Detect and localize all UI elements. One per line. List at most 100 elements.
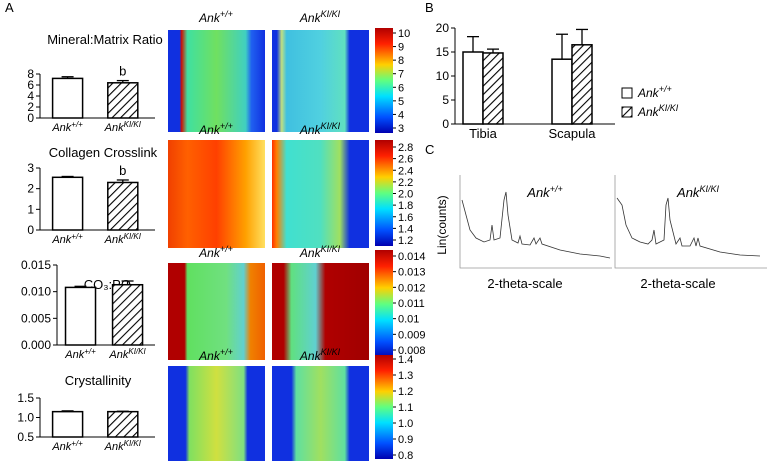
- colorbar-tick-label: 0.9: [398, 434, 413, 446]
- colorbar-tick-label: 5: [398, 96, 404, 108]
- bar: [571, 44, 593, 125]
- y-axis-label: Lin(counts): [435, 195, 449, 254]
- xrd-title: AnkKI/KI: [676, 184, 719, 200]
- y-tick-label: 2: [27, 100, 34, 114]
- map-image: [168, 30, 265, 132]
- legend-label: AnkKI/KI: [637, 103, 679, 119]
- map-image: [272, 263, 369, 360]
- bar: [107, 410, 139, 438]
- column-label: Ank+/+: [198, 347, 233, 363]
- colorbar-tick-label: 2.4: [398, 165, 413, 177]
- y-tick-label: 3: [27, 161, 34, 175]
- column-label-base: Ank: [198, 123, 221, 137]
- x-tick-label-sup: KI/KI: [124, 232, 142, 241]
- column-label: AnkKI/KI: [299, 9, 341, 25]
- map-image: [272, 140, 369, 248]
- legend-swatch: [621, 106, 633, 118]
- annotation: b: [119, 163, 126, 178]
- x-axis-label: 2-theta-scale: [487, 276, 562, 291]
- y-tick-label: 0.010: [21, 285, 51, 299]
- colorbar-tick-label: 2.2: [398, 177, 413, 189]
- bar: [551, 58, 573, 125]
- map-images: [168, 30, 369, 461]
- y-tick-label: 4: [27, 89, 34, 103]
- colorbar-tick-label: 0.008: [398, 345, 426, 357]
- legend-label: Ank+/+: [637, 84, 672, 100]
- column-label: AnkKI/KI: [299, 347, 341, 363]
- colorbar: [375, 250, 393, 358]
- map-image: [168, 366, 265, 461]
- x-tick-label-base: Ank: [51, 234, 71, 246]
- column-label-base: Ank: [198, 246, 221, 260]
- colorbar-tick-label: 1.1: [398, 402, 413, 414]
- colorbar-tick-label: 10: [398, 28, 410, 40]
- legend-label-sup: +/+: [659, 84, 672, 94]
- panel-label: B: [425, 0, 434, 15]
- colorbar: [375, 140, 393, 246]
- bar: [462, 51, 484, 125]
- x-tick-label: AnkKI/KI: [104, 439, 142, 454]
- column-label-sup: KI/KI: [321, 121, 341, 131]
- xrd-title-base: Ank: [526, 185, 551, 200]
- column-label-base: Ank: [299, 349, 322, 363]
- annotation: b: [119, 64, 126, 79]
- y-tick-label: 10: [436, 69, 450, 83]
- y-tick-label: 1.5: [17, 391, 34, 405]
- x-tick-label-base: Ank: [104, 234, 124, 246]
- x-tick-label: Ank+/+: [51, 232, 83, 247]
- column-label: AnkKI/KI: [299, 121, 341, 137]
- xrd-axis: [614, 175, 767, 269]
- bar: [482, 52, 504, 125]
- colorbar-tick-label: 1.4: [398, 223, 413, 235]
- y-tick-label: 2: [27, 182, 34, 196]
- y-tick-label: 0.015: [21, 258, 51, 272]
- map-image: [168, 140, 265, 248]
- colorbar-tick-label: 0.012: [398, 282, 426, 294]
- colorbar-tick-label: 0.009: [398, 329, 426, 341]
- y-tick-label: 20: [436, 21, 450, 35]
- y-tick-label: 1.0: [17, 411, 34, 425]
- x-tick-label-base: Ank: [64, 349, 84, 361]
- y-tick-label: 0: [27, 111, 34, 125]
- legend-label-base: Ank: [637, 86, 660, 100]
- column-label: Ank+/+: [198, 121, 233, 137]
- colorbar-tick-label: 2.6: [398, 154, 413, 166]
- x-tick-label-sup: +/+: [84, 347, 96, 356]
- x-tick-label-sup: KI/KI: [128, 347, 146, 356]
- x-tick-label-base: Ank: [51, 441, 71, 453]
- y-tick-label: 8: [27, 67, 34, 81]
- x-tick-label-base: Ank: [104, 122, 124, 134]
- y-tick-label: 15: [436, 45, 450, 59]
- map-image: [272, 30, 369, 132]
- column-label-base: Ank: [299, 246, 322, 260]
- column-label-base: Ank: [198, 11, 221, 25]
- chart-title: Crystallinity: [65, 373, 132, 388]
- colorbar-tick-label: 8: [398, 55, 404, 67]
- xrd-axis: [459, 175, 612, 269]
- x-tick-label-sup: KI/KI: [124, 439, 142, 448]
- xrd-title-sup: +/+: [550, 184, 563, 194]
- column-label-sup: +/+: [220, 244, 233, 254]
- column-label-sup: +/+: [220, 347, 233, 357]
- colorbar-tick-label: 0.013: [398, 267, 426, 279]
- bar: [111, 283, 144, 346]
- colorbar-tick-label: 2.0: [398, 189, 413, 201]
- y-tick-label: 0.005: [21, 311, 51, 325]
- panel-label: C: [425, 142, 434, 157]
- x-tick-label-sup: +/+: [71, 232, 83, 241]
- bar: [51, 77, 84, 119]
- bar: [51, 176, 84, 231]
- colorbar-tick-label: 1.3: [398, 370, 413, 382]
- y-tick-label: 1: [27, 202, 34, 216]
- y-tick-label: 5: [442, 93, 449, 107]
- y-tick-label: 0.5: [17, 430, 34, 444]
- y-tick-label: 6: [27, 78, 34, 92]
- legend-swatch: [621, 87, 633, 99]
- x-axis-label: 2-theta-scale: [640, 276, 715, 291]
- column-label-sup: +/+: [220, 121, 233, 131]
- map-image: [168, 263, 265, 360]
- xrd-title: Ank+/+: [526, 184, 562, 200]
- colorbar-tick-label: 0.014: [398, 251, 426, 263]
- colorbar: [375, 355, 393, 459]
